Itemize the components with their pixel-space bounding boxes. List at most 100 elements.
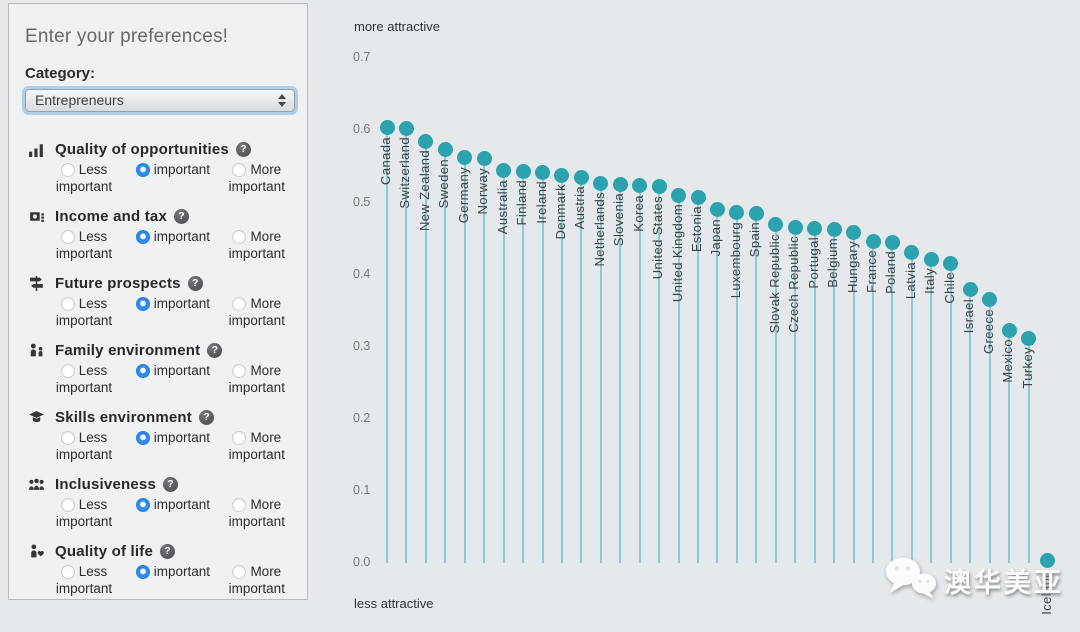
important-option[interactable]: important <box>129 563 217 603</box>
radio-icon[interactable] <box>60 498 75 512</box>
help-icon[interactable]: ? <box>207 342 223 358</box>
more-important-option[interactable]: More important <box>228 497 285 529</box>
preference-section: Income and tax ? Less important importan… <box>25 206 293 268</box>
radio-icon[interactable] <box>60 297 75 311</box>
data-point[interactable] <box>612 176 628 192</box>
data-point[interactable] <box>1021 330 1037 346</box>
important-option[interactable]: important <box>129 295 217 335</box>
less-important-option[interactable]: Less important <box>55 430 113 462</box>
lollipop-stem <box>386 127 388 563</box>
radio-icon[interactable] <box>135 364 150 378</box>
less-important-option[interactable]: Less important <box>55 497 113 529</box>
data-point[interactable] <box>496 163 512 179</box>
data-point[interactable] <box>962 282 978 298</box>
data-point[interactable] <box>632 178 648 194</box>
radio-icon[interactable] <box>135 498 150 512</box>
data-point[interactable] <box>982 292 998 308</box>
data-point[interactable] <box>826 221 842 237</box>
data-point[interactable] <box>515 163 531 179</box>
data-point[interactable] <box>768 217 784 233</box>
country-label: Hungary <box>844 241 860 293</box>
lollipop-stem <box>930 259 933 563</box>
data-point[interactable] <box>1001 322 1017 338</box>
more-important-option[interactable]: More important <box>228 363 285 395</box>
important-option[interactable]: important <box>129 496 217 536</box>
lollipop-stem <box>774 224 777 563</box>
country-label: Switzerland <box>397 137 413 209</box>
important-option[interactable]: important <box>129 161 217 201</box>
more-important-option[interactable]: More important <box>228 162 285 194</box>
watermark-text: 澳华美亚 <box>944 568 1064 598</box>
help-icon[interactable]: ? <box>198 409 214 425</box>
data-point[interactable] <box>923 251 939 267</box>
less-important-option[interactable]: Less important <box>55 229 113 261</box>
data-point[interactable] <box>437 142 453 158</box>
radio-icon[interactable] <box>232 431 247 445</box>
data-point[interactable] <box>865 233 881 249</box>
country-label: Australia <box>494 179 510 234</box>
data-point[interactable] <box>476 151 492 167</box>
radio-icon[interactable] <box>232 364 247 378</box>
data-point[interactable] <box>748 205 764 221</box>
category-select[interactable]: Entrepreneurs <box>25 89 295 112</box>
data-point[interactable] <box>729 205 745 221</box>
data-point[interactable] <box>457 150 473 166</box>
lollipop-stem <box>658 186 661 563</box>
data-point[interactable] <box>690 189 706 205</box>
data-point[interactable] <box>379 120 395 136</box>
data-point[interactable] <box>554 167 570 183</box>
important-option[interactable]: important <box>129 362 217 402</box>
radio-icon[interactable] <box>232 498 247 512</box>
radio-icon[interactable] <box>60 230 75 244</box>
more-important-option[interactable]: More important <box>228 564 285 596</box>
data-point[interactable] <box>418 133 434 149</box>
help-icon[interactable]: ? <box>174 208 189 224</box>
data-point[interactable] <box>398 120 414 136</box>
help-icon[interactable]: ? <box>160 543 176 559</box>
data-point[interactable] <box>943 255 959 271</box>
data-point[interactable] <box>807 220 823 236</box>
less-important-option[interactable]: Less important <box>55 564 113 596</box>
data-point[interactable] <box>671 187 687 203</box>
axis-label-top: more attractive <box>354 19 440 34</box>
data-point[interactable] <box>651 179 667 195</box>
help-icon[interactable]: ? <box>187 275 203 291</box>
data-point[interactable] <box>846 224 862 240</box>
radio-icon[interactable] <box>60 565 75 579</box>
radio-icon[interactable] <box>135 431 150 445</box>
radio-icon[interactable] <box>232 163 247 177</box>
radio-icon[interactable] <box>60 163 75 177</box>
more-important-option[interactable]: More important <box>228 296 285 328</box>
data-point[interactable] <box>787 219 803 235</box>
data-point[interactable] <box>884 234 900 250</box>
radio-icon[interactable] <box>135 230 150 244</box>
important-option[interactable]: important <box>129 429 217 469</box>
country-label: Denmark <box>552 184 568 240</box>
lollipop-stem <box>872 241 874 563</box>
more-important-option[interactable]: More important <box>228 229 285 261</box>
data-point[interactable] <box>593 175 609 191</box>
data-point[interactable] <box>1040 553 1056 569</box>
data-point[interactable] <box>904 245 920 261</box>
radio-icon[interactable] <box>232 297 247 311</box>
less-important-option[interactable]: Less important <box>55 162 113 194</box>
radio-icon[interactable] <box>135 163 150 177</box>
lollipop-stem <box>560 175 563 563</box>
less-important-option[interactable]: Less important <box>55 363 113 395</box>
radio-icon[interactable] <box>135 565 150 579</box>
important-option[interactable]: important <box>129 228 217 268</box>
data-point[interactable] <box>573 169 589 185</box>
help-icon[interactable]: ? <box>235 141 251 157</box>
help-icon[interactable]: ? <box>163 476 178 492</box>
radio-icon[interactable] <box>60 364 75 378</box>
data-point[interactable] <box>535 164 551 180</box>
radio-icon[interactable] <box>60 431 75 445</box>
radio-icon[interactable] <box>232 565 247 579</box>
less-important-option[interactable]: Less important <box>55 296 113 328</box>
radio-icon[interactable] <box>232 230 247 244</box>
radio-icon[interactable] <box>135 297 150 311</box>
bar-chart-icon <box>28 141 45 158</box>
data-point[interactable] <box>709 202 725 218</box>
category-label: Category: <box>25 65 96 82</box>
more-important-option[interactable]: More important <box>228 430 285 462</box>
